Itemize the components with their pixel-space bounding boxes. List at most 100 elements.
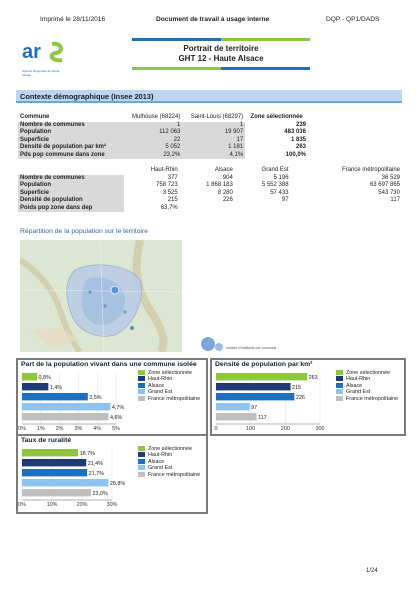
- legend-item: Zone sélectionnée: [336, 370, 398, 376]
- legend-swatch: [336, 382, 343, 388]
- tick-label: 3%: [75, 426, 83, 432]
- table-cell: 63,7%: [124, 204, 180, 212]
- tick-label: 30%: [107, 502, 118, 508]
- table-cell: [179, 204, 235, 212]
- legend-label: Zone sélectionnée: [148, 370, 193, 376]
- isolated-commune-chart: 0% 1% 2% 3% 4% 5% 0,8% 1,4% 3,5% 4,7% 4,6%: [18, 373, 124, 432]
- print-date: Imprimé le 28/11/2016: [40, 16, 106, 23]
- legend-label: Alsace: [148, 458, 165, 465]
- legend-label: Alsace: [148, 382, 165, 389]
- legend-label: Grand Est: [148, 389, 173, 396]
- table-row: Superficie 22 17 1 835: [18, 136, 308, 144]
- chart-legend: Zone sélectionnée Haut-Rhin Alsace Grand Es…: [138, 446, 200, 478]
- legend-swatch: [138, 370, 145, 376]
- table-cell: 117: [290, 197, 402, 205]
- legend-swatch: [138, 376, 145, 382]
- data-label: 97: [251, 405, 257, 411]
- legend-label: Haut-Rhin: [148, 376, 173, 383]
- table-cell: 23,2%: [124, 151, 183, 159]
- table-cell: 1: [124, 121, 183, 129]
- legend-swatch: [138, 471, 145, 477]
- chart-legend: Zone sélectionnée Haut-Rhin Alsace Grand Es…: [336, 370, 398, 402]
- data-label: 18,7%: [80, 451, 95, 457]
- isolated-commune-panel: Part de la population vivant dans une co…: [16, 358, 208, 436]
- legend-swatch: [138, 452, 145, 458]
- rurality-panel: Taux de ruralité 0% 10% 20% 30% 18,7% 21,4% 21…: [16, 434, 208, 514]
- table-cell: 5 052: [124, 144, 183, 152]
- legend-label: Grand Est: [346, 389, 371, 396]
- legend-label: France métropolitaine: [148, 471, 201, 478]
- legend-swatch: [336, 389, 343, 395]
- table-cell: 112 063: [124, 129, 183, 137]
- page-title: Portrait de territoire: [183, 44, 259, 53]
- legend-item: Haut-Rhin: [138, 376, 200, 382]
- tick-label: 300: [316, 426, 325, 432]
- legend-swatch: [138, 446, 145, 452]
- section-header: Contexte démographique (Insee 2013): [16, 90, 402, 103]
- table-cell: 1 868 183: [179, 182, 235, 190]
- data-label: 4,7%: [112, 405, 124, 411]
- legend-swatch: [336, 376, 343, 382]
- bar: [22, 489, 91, 497]
- table-header-cell: Grand Est: [261, 167, 289, 173]
- tick-label: 1%: [37, 426, 45, 432]
- legend-swatch: [336, 370, 343, 376]
- bar: [22, 403, 111, 411]
- table-cell: 377: [124, 174, 180, 182]
- table-row: Population 112 063 19 907 483 036: [18, 129, 308, 137]
- legend-item: Zone sélectionnée: [138, 370, 200, 376]
- legend-label: France métropolitaine: [346, 395, 399, 402]
- table-header-cell: Mulhouse (68224): [131, 114, 181, 120]
- table-cell: Pds pop commune dans zone: [18, 151, 124, 159]
- title-top-rule: [132, 38, 310, 41]
- table-cell: 17: [182, 136, 246, 144]
- ars-logo: ar Agence Régionale de Santé Alsace: [22, 40, 72, 77]
- table-header-cell: Alsace: [214, 167, 233, 173]
- legend-item: Alsace: [336, 383, 398, 389]
- bar: [216, 373, 308, 381]
- tick-label: 0: [215, 426, 218, 432]
- tick-label: 20%: [77, 502, 88, 508]
- rurality-chart: 0% 10% 20% 30% 18,7% 21,4% 21,7% 28,8%23,0%: [18, 449, 125, 508]
- table-cell: 97: [234, 197, 291, 205]
- bar: [22, 413, 109, 421]
- document-type: Document de travail à usage interne: [156, 16, 270, 23]
- table-header-cell: Saint-Louis (68297): [190, 114, 244, 120]
- department-code: DQP - QP1/DADS: [326, 16, 380, 23]
- table-cell: Superficie: [18, 189, 124, 197]
- tick-label: 0%: [18, 502, 26, 508]
- table-header-cell: [18, 167, 124, 175]
- table-header-row: Haut-Rhin Alsace Grand Est France métrop…: [18, 167, 402, 175]
- legend-item: Haut-Rhin: [336, 376, 398, 382]
- data-label: 0,8%: [39, 375, 51, 381]
- table-cell: Densité de population par km²: [18, 144, 124, 152]
- table-cell: 5 196: [234, 174, 291, 182]
- data-label: 1,4%: [50, 385, 62, 391]
- page-subtitle: GHT 12 - Haute Alsace: [178, 54, 264, 63]
- table-cell: 1 835: [245, 136, 308, 144]
- legend-item: Alsace: [138, 383, 200, 389]
- legend-swatch: [138, 458, 145, 464]
- legend-swatch: [138, 382, 145, 388]
- legend-label: Haut-Rhin: [148, 452, 173, 459]
- data-label: 215: [292, 385, 301, 391]
- legend-label: Haut-Rhin: [346, 376, 371, 383]
- table-row: Nombre de communes 1 1 239: [18, 121, 308, 129]
- legend-item: France métropolitaine: [138, 472, 200, 478]
- table-header-cell: France métropolitaine: [341, 167, 400, 173]
- tick-label: 4%: [93, 426, 101, 432]
- map-graphic: [20, 240, 182, 352]
- table-cell: 5 552 388: [234, 182, 291, 190]
- legend-label: Grand Est: [148, 465, 173, 472]
- bar: [216, 413, 257, 421]
- table-cell: 758 723: [124, 182, 180, 190]
- bar: [22, 479, 109, 487]
- legend-label: Zone sélectionnée: [148, 446, 193, 452]
- table-header-row: Commune Mulhouse (68224) Saint-Louis (68…: [18, 114, 308, 122]
- bar: [22, 449, 79, 457]
- population-map: [20, 240, 182, 352]
- legend-swatch: [138, 389, 145, 395]
- legend-swatch: [138, 395, 145, 401]
- commune-table: Commune Mulhouse (68224) Saint-Louis (68…: [18, 114, 308, 159]
